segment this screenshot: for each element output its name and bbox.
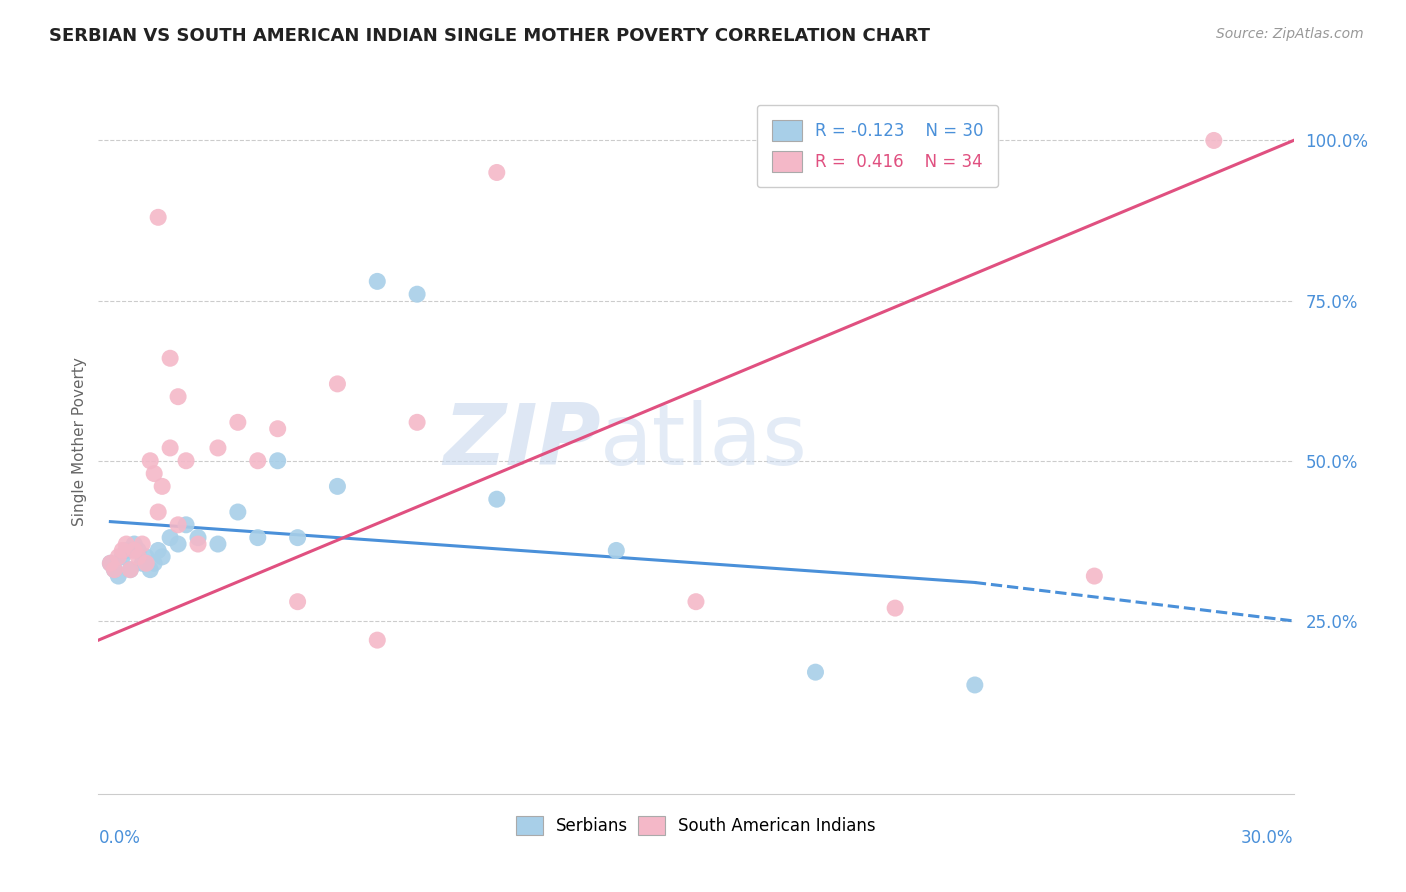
Point <box>246 531 269 545</box>
Point <box>174 454 197 468</box>
Point <box>159 531 181 545</box>
Point <box>150 479 173 493</box>
Point <box>187 531 209 545</box>
Text: SERBIAN VS SOUTH AMERICAN INDIAN SINGLE MOTHER POVERTY CORRELATION CHART: SERBIAN VS SOUTH AMERICAN INDIAN SINGLE … <box>49 27 931 45</box>
Point <box>963 678 986 692</box>
Point <box>143 556 166 570</box>
Point <box>124 537 146 551</box>
Point <box>804 665 827 680</box>
Point <box>267 454 290 468</box>
Point <box>1083 569 1105 583</box>
Point <box>167 537 190 551</box>
Text: atlas: atlas <box>600 400 808 483</box>
Point <box>246 454 269 468</box>
Point <box>111 543 134 558</box>
Point <box>406 287 429 301</box>
Point <box>111 549 134 564</box>
Point <box>226 415 249 429</box>
Point <box>150 549 173 564</box>
Point <box>605 543 627 558</box>
Point <box>187 537 209 551</box>
Point <box>120 563 142 577</box>
Point <box>884 601 907 615</box>
Point <box>115 537 138 551</box>
Point <box>98 556 122 570</box>
Point <box>131 556 153 570</box>
Point <box>207 441 229 455</box>
Point <box>159 441 181 455</box>
Point <box>226 505 249 519</box>
Point <box>103 563 125 577</box>
Point <box>127 543 149 558</box>
Point <box>207 537 229 551</box>
Point <box>107 549 129 564</box>
Point <box>406 415 429 429</box>
Point <box>120 563 142 577</box>
Point <box>174 517 197 532</box>
Point <box>326 376 349 391</box>
Point <box>167 390 190 404</box>
Point <box>143 467 166 481</box>
Legend: Serbians, South American Indians: Serbians, South American Indians <box>509 809 883 842</box>
Point <box>287 595 309 609</box>
Point <box>326 479 349 493</box>
Point <box>167 517 190 532</box>
Point <box>485 492 508 507</box>
Text: ZIP: ZIP <box>443 400 600 483</box>
Point <box>131 537 153 551</box>
Point <box>135 556 157 570</box>
Point <box>115 543 138 558</box>
Point <box>159 351 181 366</box>
Text: 30.0%: 30.0% <box>1241 830 1294 847</box>
Point <box>139 563 162 577</box>
Point <box>148 543 170 558</box>
Point <box>1202 133 1225 147</box>
Point <box>139 454 162 468</box>
Y-axis label: Single Mother Poverty: Single Mother Poverty <box>72 357 87 526</box>
Point <box>124 543 146 558</box>
Point <box>148 211 170 225</box>
Text: 0.0%: 0.0% <box>98 830 141 847</box>
Point <box>485 165 508 179</box>
Text: Source: ZipAtlas.com: Source: ZipAtlas.com <box>1216 27 1364 41</box>
Point <box>103 563 125 577</box>
Point <box>366 274 388 288</box>
Point <box>366 633 388 648</box>
Point <box>107 569 129 583</box>
Point <box>127 549 149 564</box>
Point <box>267 422 290 436</box>
Point <box>98 556 122 570</box>
Point <box>287 531 309 545</box>
Point <box>135 549 157 564</box>
Point <box>685 595 707 609</box>
Point <box>148 505 170 519</box>
